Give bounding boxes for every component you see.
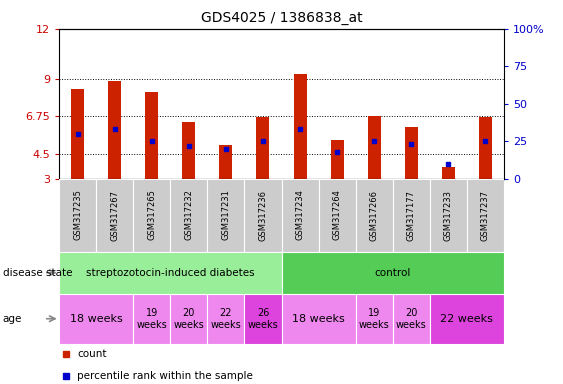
Text: 19
weeks: 19 weeks [359, 308, 390, 329]
Bar [108, 81, 121, 179]
Bar [220, 145, 233, 179]
Bar [96, 179, 133, 252]
Bar [430, 294, 504, 344]
Bar [282, 252, 504, 294]
Bar [368, 116, 381, 179]
Text: GSM317233: GSM317233 [444, 190, 453, 240]
Bar [244, 294, 282, 344]
Bar [467, 179, 504, 252]
Text: GSM317236: GSM317236 [258, 190, 267, 240]
Bar [282, 294, 356, 344]
Text: GSM317235: GSM317235 [73, 190, 82, 240]
Text: streptozotocin-induced diabetes: streptozotocin-induced diabetes [86, 268, 254, 278]
Bar [479, 117, 492, 179]
Text: GSM317264: GSM317264 [333, 190, 342, 240]
Bar [405, 127, 418, 179]
Text: GSM317265: GSM317265 [148, 190, 157, 240]
Text: 22
weeks: 22 weeks [211, 308, 242, 329]
Bar [182, 122, 195, 179]
Bar [133, 179, 171, 252]
Bar [319, 179, 356, 252]
Text: GSM317177: GSM317177 [406, 190, 415, 240]
Bar [393, 179, 430, 252]
Bar [393, 294, 430, 344]
Bar [293, 74, 306, 179]
Text: 19
weeks: 19 weeks [136, 308, 167, 329]
Text: 18 weeks: 18 weeks [292, 314, 345, 324]
Text: GSM317232: GSM317232 [184, 190, 193, 240]
Text: GSM317234: GSM317234 [296, 190, 305, 240]
Bar [59, 294, 133, 344]
Bar [330, 140, 343, 179]
Bar [356, 294, 393, 344]
Bar [207, 294, 244, 344]
Bar [442, 167, 455, 179]
Text: 20
weeks: 20 weeks [396, 308, 427, 329]
Text: count: count [77, 349, 106, 359]
Bar [71, 89, 84, 179]
Text: GSM317237: GSM317237 [481, 190, 490, 240]
Text: GSM317231: GSM317231 [221, 190, 230, 240]
Bar [59, 179, 96, 252]
Title: GDS4025 / 1386838_at: GDS4025 / 1386838_at [200, 11, 363, 25]
Text: percentile rank within the sample: percentile rank within the sample [77, 371, 253, 381]
Bar [171, 179, 207, 252]
Text: age: age [3, 314, 22, 324]
Bar [244, 179, 282, 252]
Bar [207, 179, 244, 252]
Text: 26
weeks: 26 weeks [248, 308, 278, 329]
Bar [430, 179, 467, 252]
Text: 18 weeks: 18 weeks [70, 314, 123, 324]
Text: 22 weeks: 22 weeks [440, 314, 493, 324]
Text: GSM317266: GSM317266 [370, 190, 379, 240]
Bar [282, 179, 319, 252]
Text: 20
weeks: 20 weeks [173, 308, 204, 329]
Bar [257, 117, 270, 179]
Text: GSM317267: GSM317267 [110, 190, 119, 240]
Bar [59, 252, 282, 294]
Bar [356, 179, 393, 252]
Text: control: control [374, 268, 411, 278]
Bar [171, 294, 207, 344]
Bar [145, 92, 158, 179]
Text: disease state: disease state [3, 268, 72, 278]
Bar [133, 294, 171, 344]
